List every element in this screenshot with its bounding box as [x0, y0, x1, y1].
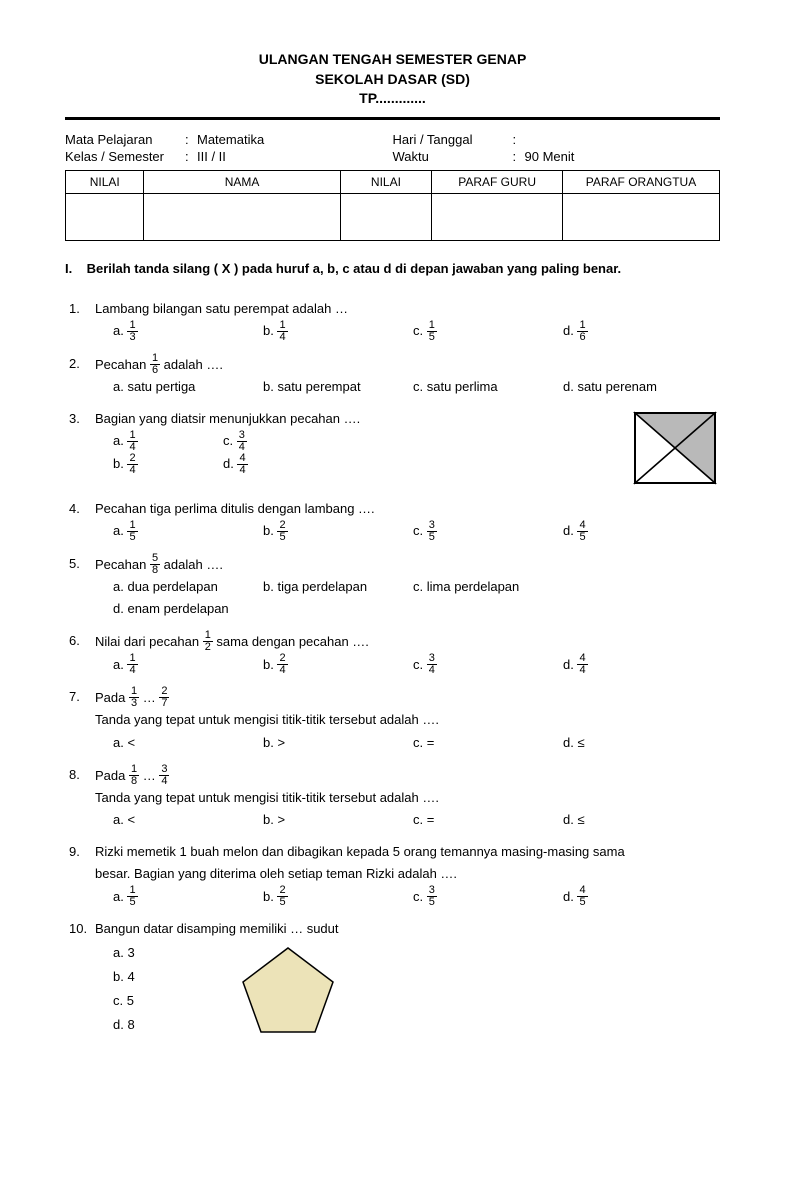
q7: Pada 13 … 27 Tanda yang tepat untuk meng… [65, 686, 720, 753]
section-num: I. [65, 259, 83, 280]
hari-label: Hari / Tanggal [393, 132, 513, 147]
document-header: ULANGAN TENGAH SEMESTER GENAP SEKOLAH DA… [65, 50, 720, 109]
q2-opt-b: b. satu perempat [263, 376, 413, 398]
info-row-2: Kelas / Semester : III / II Waktu : 90 M… [65, 149, 720, 164]
q5-opt-c: c. lima perdelapan [413, 576, 563, 598]
mapel-label: Mata Pelajaran [65, 132, 185, 147]
q9-opt-c: c. 35 [413, 885, 563, 908]
q3-opt-c: c. 34 [223, 430, 333, 453]
q9-opt-d: d. 45 [563, 885, 713, 908]
cell-empty [563, 193, 720, 240]
q8-opt-a: a. < [113, 809, 263, 831]
q8-opt-b: b. > [263, 809, 413, 831]
q7-opt-d: d. ≤ [563, 732, 713, 754]
q9-opt-a: a. 15 [113, 885, 263, 908]
q2-opt-a: a. satu pertiga [113, 376, 263, 398]
info-row-1: Mata Pelajaran : Matematika Hari / Tangg… [65, 132, 720, 147]
q7-opt-c: c. = [413, 732, 563, 754]
q2-opt-c: c. satu perlima [413, 376, 563, 398]
cell-empty [340, 193, 432, 240]
kelas-value: III / II [197, 149, 226, 164]
q2: Pecahan 16 adalah …. a. satu pertiga b. … [65, 353, 720, 398]
q3: Bagian yang diatsir menunjukkan pecahan … [65, 408, 720, 488]
th-ortu: PARAF ORANGTUA [563, 170, 720, 193]
q7-opt-a: a. < [113, 732, 263, 754]
header-line3: TP............. [65, 89, 720, 109]
q4-opt-b: b. 25 [263, 520, 413, 543]
q6-opt-c: c. 34 [413, 653, 563, 676]
header-line2: SEKOLAH DASAR (SD) [65, 70, 720, 90]
q4-opt-d: d. 45 [563, 520, 713, 543]
cell-empty [144, 193, 340, 240]
q1-opt-a: a. 13 [113, 320, 263, 343]
q10-opt-a: a. 3 [113, 942, 233, 964]
q1-opt-c: c. 15 [413, 320, 563, 343]
q6-opt-d: d. 44 [563, 653, 713, 676]
q6-opt-a: a. 14 [113, 653, 263, 676]
pentagon-icon [233, 940, 343, 1040]
q9-opt-b: b. 25 [263, 885, 413, 908]
q4-opt-c: c. 35 [413, 520, 563, 543]
q7-opt-b: b. > [263, 732, 413, 754]
q2-opt-d: d. satu perenam [563, 376, 713, 398]
score-table: NILAI NAMA NILAI PARAF GURU PARAF ORANGT… [65, 170, 720, 241]
q10-opt-d: d. 8 [113, 1014, 233, 1036]
q1: Lambang bilangan satu perempat adalah … … [65, 298, 720, 343]
q3-opt-b: b. 24 [113, 453, 223, 476]
waktu-value: 90 Menit [525, 149, 575, 164]
divider [65, 117, 720, 120]
q3-opt-d: d. 44 [223, 453, 333, 476]
square-diagram-icon [630, 408, 720, 488]
header-line1: ULANGAN TENGAH SEMESTER GENAP [65, 50, 720, 70]
q10-opt-c: c. 5 [113, 990, 233, 1012]
kelas-label: Kelas / Semester [65, 149, 185, 164]
th-nama: NAMA [144, 170, 340, 193]
section-1: I. Berilah tanda silang ( X ) pada huruf… [65, 259, 720, 280]
q1-opt-d: d. 16 [563, 320, 713, 343]
cell-empty [432, 193, 563, 240]
q5: Pecahan 58 adalah …. a. dua perdelapan b… [65, 553, 720, 620]
q8-opt-d: d. ≤ [563, 809, 713, 831]
q6: Nilai dari pecahan 12 sama dengan pecaha… [65, 630, 720, 676]
q10-opt-b: b. 4 [113, 966, 233, 988]
question-list: Lambang bilangan satu perempat adalah … … [65, 298, 720, 1041]
q1-opt-b: b. 14 [263, 320, 413, 343]
section-text: Berilah tanda silang ( X ) pada huruf a,… [87, 261, 622, 276]
q5-opt-a: a. dua perdelapan [113, 576, 263, 598]
q4: Pecahan tiga perlima ditulis dengan lamb… [65, 498, 720, 543]
q5-opt-b: b. tiga perdelapan [263, 576, 413, 598]
q5-opt-d: d. enam perdelapan [113, 598, 273, 620]
th-nilai2: NILAI [340, 170, 432, 193]
mapel-value: Matematika [197, 132, 264, 147]
q1-text: Lambang bilangan satu perempat adalah … [95, 301, 348, 316]
q10: Bangun datar disamping memiliki … sudut … [65, 918, 720, 1040]
q4-opt-a: a. 15 [113, 520, 263, 543]
q9: Rizki memetik 1 buah melon dan dibagikan… [65, 841, 720, 908]
waktu-label: Waktu [393, 149, 513, 164]
th-nilai1: NILAI [66, 170, 144, 193]
th-guru: PARAF GURU [432, 170, 563, 193]
q8: Pada 18 … 34 Tanda yang tepat untuk meng… [65, 764, 720, 831]
q3-opt-a: a. 14 [113, 430, 223, 453]
cell-empty [66, 193, 144, 240]
q6-opt-b: b. 24 [263, 653, 413, 676]
q8-opt-c: c. = [413, 809, 563, 831]
